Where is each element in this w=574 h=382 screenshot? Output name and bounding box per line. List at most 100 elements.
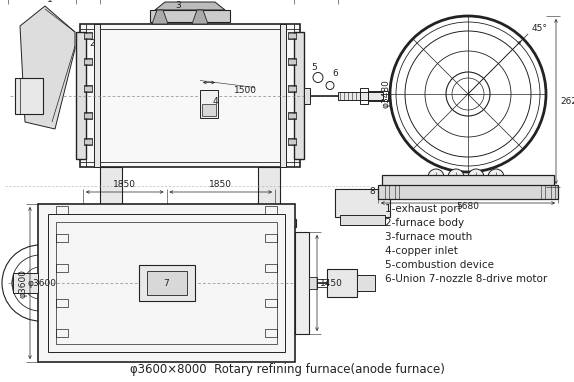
Text: 2-furnace body: 2-furnace body bbox=[385, 218, 464, 228]
Bar bbox=[280, 24, 286, 167]
Bar bbox=[56, 222, 277, 344]
Bar bbox=[48, 214, 285, 352]
Bar bbox=[56, 329, 68, 337]
Bar bbox=[265, 299, 277, 307]
Bar bbox=[385, 185, 389, 199]
Text: 7: 7 bbox=[164, 278, 169, 288]
Text: 1500: 1500 bbox=[234, 86, 257, 95]
Text: 5: 5 bbox=[311, 63, 317, 72]
Text: 1850: 1850 bbox=[113, 180, 136, 189]
Bar bbox=[202, 104, 216, 115]
Bar bbox=[56, 206, 68, 214]
Bar bbox=[295, 232, 309, 334]
Text: 3: 3 bbox=[175, 2, 181, 10]
Bar bbox=[84, 58, 92, 65]
Text: 3-furnace mouth: 3-furnace mouth bbox=[385, 232, 472, 242]
Text: 6-Union 7-nozzle 8-drive motor: 6-Union 7-nozzle 8-drive motor bbox=[385, 274, 547, 284]
Bar bbox=[150, 10, 230, 22]
Bar bbox=[138, 265, 195, 301]
Bar bbox=[84, 112, 92, 119]
Text: 1450: 1450 bbox=[320, 278, 343, 288]
Bar bbox=[88, 207, 134, 221]
Bar bbox=[327, 269, 357, 297]
Bar bbox=[304, 87, 310, 104]
Bar bbox=[288, 86, 296, 91]
Polygon shape bbox=[152, 10, 168, 24]
Bar bbox=[282, 207, 287, 221]
Bar bbox=[288, 113, 296, 118]
Bar bbox=[100, 167, 122, 209]
Bar bbox=[15, 78, 43, 113]
Bar bbox=[200, 89, 218, 118]
Bar bbox=[242, 219, 296, 227]
Bar bbox=[250, 207, 255, 221]
Bar bbox=[84, 219, 138, 227]
Bar bbox=[288, 33, 296, 38]
Bar bbox=[288, 112, 296, 119]
Circle shape bbox=[448, 169, 464, 185]
Text: 8: 8 bbox=[369, 188, 375, 196]
Bar bbox=[84, 139, 92, 144]
Bar bbox=[335, 189, 390, 217]
Bar bbox=[317, 279, 327, 287]
Bar bbox=[340, 215, 385, 225]
Polygon shape bbox=[155, 2, 225, 10]
Bar bbox=[84, 33, 92, 38]
Circle shape bbox=[468, 169, 484, 185]
Bar bbox=[309, 277, 317, 289]
Bar bbox=[382, 175, 554, 187]
Text: 2624: 2624 bbox=[560, 97, 574, 106]
Circle shape bbox=[488, 169, 504, 185]
Bar bbox=[258, 167, 280, 209]
Bar bbox=[541, 185, 545, 199]
Text: 1: 1 bbox=[47, 0, 53, 3]
Bar bbox=[360, 87, 368, 104]
Text: φ3600: φ3600 bbox=[28, 278, 57, 288]
Bar bbox=[94, 24, 100, 167]
Bar bbox=[38, 204, 295, 362]
Text: 1850: 1850 bbox=[210, 180, 232, 189]
Bar bbox=[288, 139, 296, 144]
Text: 5680: 5680 bbox=[456, 202, 479, 211]
Bar bbox=[395, 185, 399, 199]
Bar bbox=[124, 207, 129, 221]
Text: φ3600×8000  Rotary refining furnace(anode furnace): φ3600×8000 Rotary refining furnace(anode… bbox=[130, 363, 444, 376]
Bar bbox=[368, 91, 388, 100]
Bar bbox=[246, 207, 292, 221]
Bar bbox=[76, 32, 86, 159]
Bar bbox=[84, 85, 92, 92]
Bar bbox=[84, 86, 92, 91]
Bar bbox=[56, 234, 68, 242]
Bar bbox=[288, 85, 296, 92]
Bar bbox=[92, 207, 97, 221]
Bar bbox=[288, 58, 296, 65]
Bar bbox=[56, 299, 68, 307]
Bar bbox=[288, 59, 296, 64]
Text: 5-combustion device: 5-combustion device bbox=[385, 260, 494, 270]
Text: 4-copper inlet: 4-copper inlet bbox=[385, 246, 458, 256]
Bar bbox=[13, 273, 38, 293]
Bar bbox=[357, 275, 375, 291]
Bar bbox=[84, 113, 92, 118]
Bar bbox=[551, 185, 555, 199]
Bar bbox=[265, 234, 277, 242]
Polygon shape bbox=[20, 6, 75, 129]
Bar bbox=[265, 329, 277, 337]
Text: 45°: 45° bbox=[531, 24, 547, 33]
Bar bbox=[288, 32, 296, 39]
Bar bbox=[265, 264, 277, 272]
Circle shape bbox=[428, 169, 444, 185]
Bar bbox=[265, 206, 277, 214]
Bar bbox=[80, 24, 300, 167]
Text: 6: 6 bbox=[332, 69, 338, 78]
Bar bbox=[146, 271, 187, 295]
Bar bbox=[84, 138, 92, 145]
Bar bbox=[294, 32, 304, 159]
Bar bbox=[288, 138, 296, 145]
Bar bbox=[56, 264, 68, 272]
Bar bbox=[338, 92, 383, 99]
Polygon shape bbox=[192, 10, 208, 24]
Text: 1-exhaust port: 1-exhaust port bbox=[385, 204, 461, 214]
Bar bbox=[378, 185, 558, 199]
Bar bbox=[84, 59, 92, 64]
